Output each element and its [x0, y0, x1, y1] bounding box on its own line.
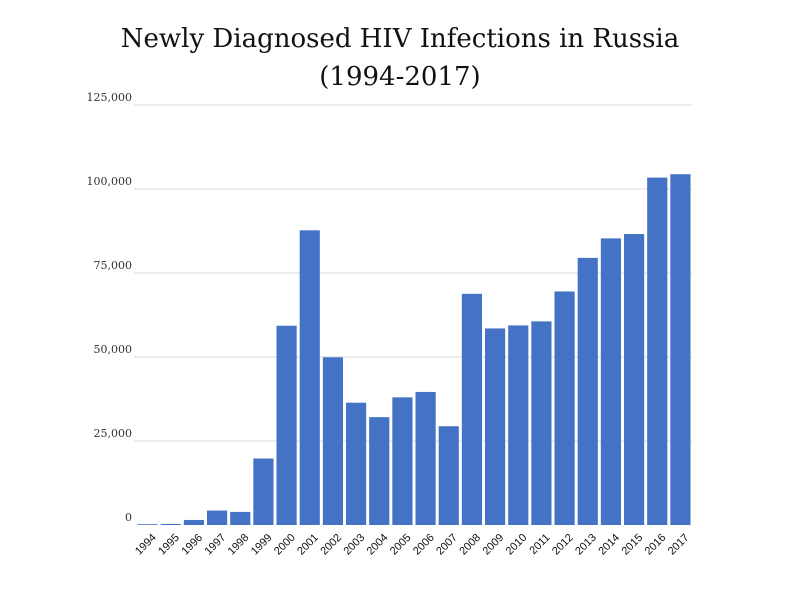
x-tick-label: 1999 [249, 532, 275, 558]
y-tick-label: 75,000 [94, 259, 133, 272]
bar-2016 [647, 177, 668, 525]
bar-1996 [183, 519, 204, 525]
bar-2004 [369, 417, 390, 525]
bar-2011 [531, 321, 552, 525]
bar-1999 [253, 458, 274, 525]
x-tick-label: 2002 [318, 532, 344, 558]
x-tick-label: 1996 [179, 532, 205, 558]
bar-2005 [392, 397, 413, 525]
bar-2013 [577, 257, 598, 525]
bar-1995 [160, 523, 181, 525]
x-tick-label: 1995 [156, 532, 182, 558]
chart-title: Newly Diagnosed HIV Infections in Russia [120, 24, 680, 54]
chart-subtitle: (1994-2017) [319, 62, 481, 92]
x-tick-label: 2004 [365, 532, 391, 558]
bar-2010 [508, 325, 529, 525]
x-tick-label: 2000 [272, 532, 298, 558]
x-tick-label: 2009 [480, 532, 506, 558]
x-tick-label: 2007 [434, 532, 460, 558]
x-tick-label: 1997 [202, 532, 228, 558]
x-tick-label: 2011 [527, 532, 552, 557]
bar-2002 [322, 357, 343, 525]
x-tick-label: 2012 [550, 532, 576, 558]
x-tick-label: 2008 [457, 532, 483, 558]
bar-2000 [276, 325, 297, 525]
bar-2009 [485, 328, 506, 525]
x-tick-label: 2001 [295, 532, 321, 558]
y-tick-label: 125,000 [87, 91, 133, 104]
y-tick-label: 100,000 [87, 175, 133, 188]
x-tick-label: 2010 [504, 532, 530, 558]
bar-1997 [207, 510, 228, 525]
bar-1994 [137, 524, 158, 525]
gridlines [134, 104, 692, 442]
x-tick-label: 2013 [573, 532, 599, 558]
x-tick-label: 1994 [133, 532, 159, 558]
y-tick-label: 50,000 [94, 343, 133, 356]
bar-2012 [554, 291, 575, 525]
x-tick-label: 2014 [596, 532, 622, 558]
bar-2008 [461, 293, 482, 525]
x-tick-label: 2015 [619, 532, 645, 558]
bar-2015 [624, 234, 645, 525]
y-tick-label: 0 [125, 511, 132, 524]
bar-1998 [230, 511, 251, 525]
x-tick-label: 2003 [341, 532, 367, 558]
x-tick-label: 2016 [643, 532, 669, 558]
y-tick-label: 25,000 [94, 427, 133, 440]
bars [137, 174, 691, 525]
x-axis-ticks: 1994199519961997199819992000200120022003… [133, 532, 692, 558]
x-tick-label: 2017 [666, 532, 692, 558]
x-tick-label: 1998 [226, 532, 252, 558]
bar-2007 [438, 426, 459, 525]
bar-2001 [299, 230, 320, 525]
x-tick-label: 2005 [388, 532, 414, 558]
y-axis-ticks: 0 25,000 50,000 75,000 100,000 125,000 [87, 91, 133, 524]
bar-2017 [670, 174, 691, 525]
bar-2006 [415, 391, 436, 525]
bar-2003 [346, 402, 367, 525]
bar-2014 [600, 238, 621, 525]
x-tick-label: 2006 [411, 532, 437, 558]
